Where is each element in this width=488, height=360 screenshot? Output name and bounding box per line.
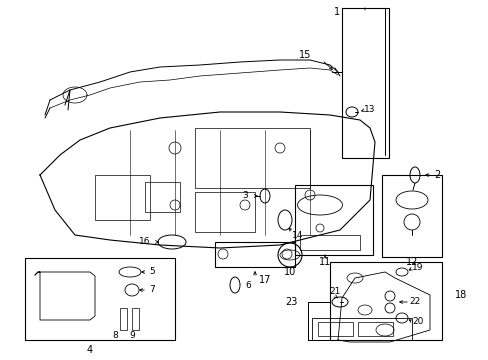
Bar [215, 242, 294, 267]
Text: 21: 21 [328, 288, 340, 297]
Text: 11: 11 [318, 257, 330, 267]
Text: 4: 4 [87, 345, 93, 355]
Text: 13: 13 [364, 105, 375, 114]
Bar [195, 128, 309, 188]
Text: 14: 14 [292, 230, 303, 239]
Text: 15: 15 [298, 50, 310, 60]
Bar [381, 175, 441, 257]
Text: 3: 3 [242, 192, 247, 201]
Text: 7: 7 [149, 285, 155, 294]
Text: 17: 17 [258, 275, 271, 285]
Bar [329, 262, 441, 340]
Bar [120, 308, 127, 330]
Text: 1: 1 [333, 7, 339, 17]
Text: 20: 20 [411, 318, 423, 327]
Text: 5: 5 [149, 267, 155, 276]
Bar [317, 322, 352, 336]
Text: 12: 12 [405, 257, 417, 267]
Text: 10: 10 [284, 267, 296, 277]
Bar [132, 308, 139, 330]
Text: 22: 22 [408, 297, 420, 306]
Text: 6: 6 [244, 280, 250, 289]
Bar [341, 8, 388, 158]
Bar [145, 182, 180, 212]
Text: 18: 18 [454, 290, 466, 300]
Text: 9: 9 [129, 330, 135, 339]
Bar [294, 185, 372, 255]
Bar [195, 192, 254, 232]
Bar [299, 235, 359, 250]
Text: 23: 23 [285, 297, 297, 307]
Text: 2: 2 [433, 170, 439, 180]
Text: 8: 8 [112, 330, 118, 339]
Bar [25, 258, 175, 340]
Text: 19: 19 [411, 264, 423, 273]
Bar [311, 318, 411, 340]
Bar [95, 175, 150, 220]
Bar [357, 322, 392, 336]
Text: 16: 16 [138, 238, 150, 247]
